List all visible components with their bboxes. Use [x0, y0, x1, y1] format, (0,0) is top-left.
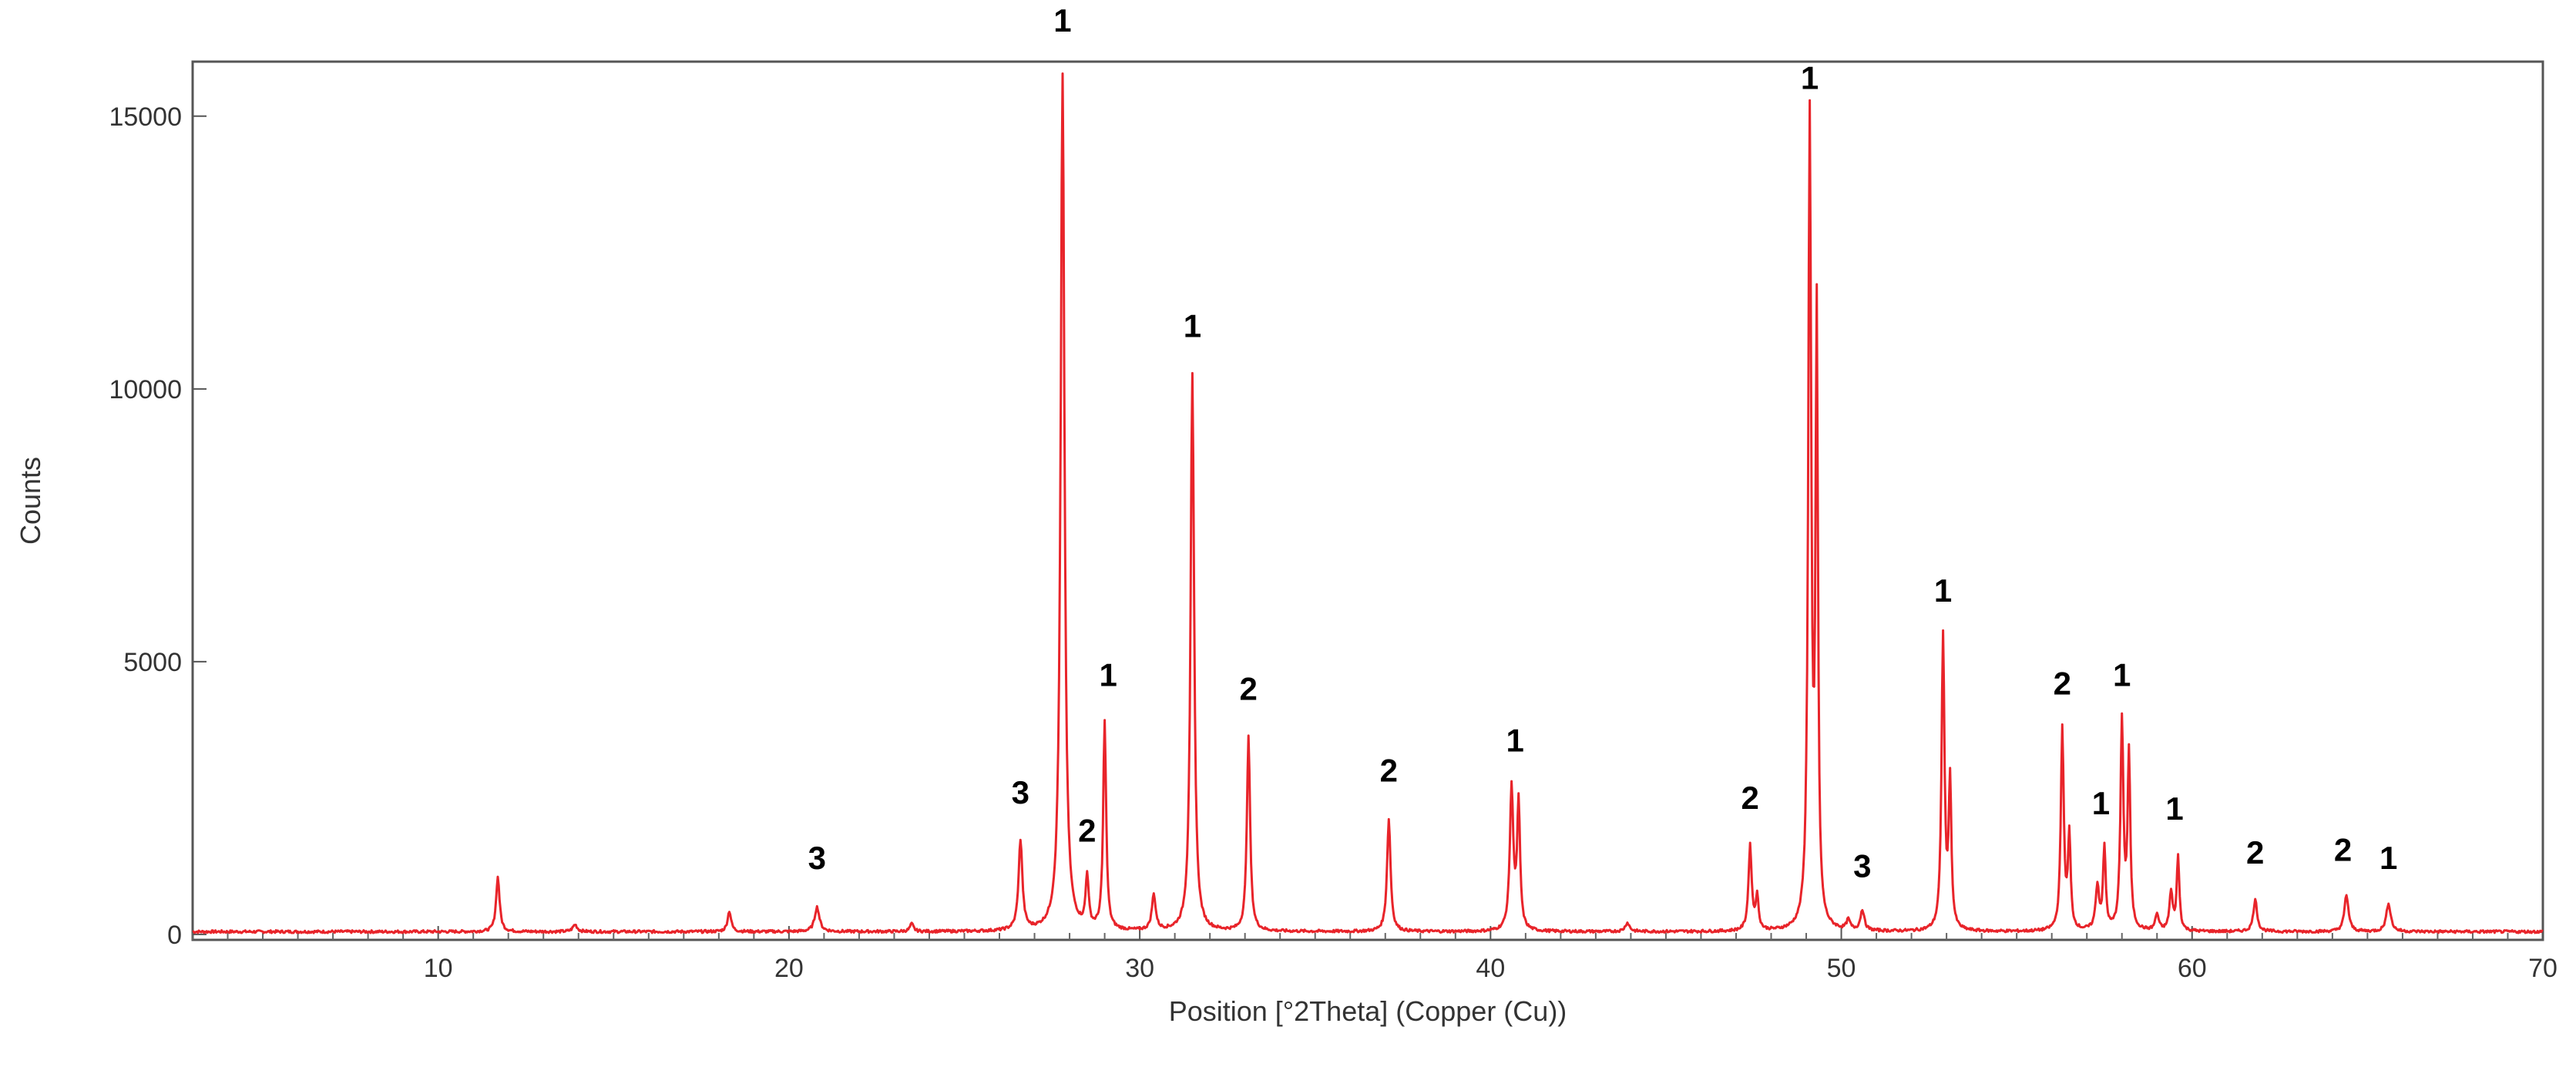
x-tick-label: 50 — [1827, 954, 1856, 983]
peak-label: 1 — [2113, 657, 2131, 693]
peak-label: 1 — [2380, 840, 2397, 876]
peak-label: 2 — [1240, 670, 1258, 706]
peak-label: 2 — [1741, 780, 1759, 816]
peak-label: 1 — [2165, 790, 2183, 827]
x-tick-label: 20 — [774, 954, 804, 983]
peak-label: 1 — [1099, 657, 1117, 693]
y-axis-title: Counts — [15, 457, 46, 545]
peak-label: 1 — [1053, 2, 1071, 39]
peak-label: 1 — [2092, 785, 2110, 821]
peak-label: 3 — [1853, 848, 1871, 884]
y-tick-label: 0 — [167, 921, 182, 950]
peak-label: 2 — [1380, 753, 1398, 789]
y-tick-label: 10000 — [109, 375, 182, 404]
peak-label: 3 — [808, 840, 826, 876]
x-tick-label: 60 — [2178, 954, 2207, 983]
peak-label: 2 — [1078, 813, 1096, 849]
x-tick-label: 10 — [424, 954, 453, 983]
peak-label: 1 — [1801, 59, 1819, 96]
x-tick-label: 30 — [1125, 954, 1154, 983]
x-tick-label: 40 — [1476, 954, 1505, 983]
peak-label: 2 — [2054, 665, 2071, 701]
x-tick-label: 70 — [2528, 954, 2558, 983]
peak-label: 1 — [1934, 572, 1952, 609]
y-tick-label: 5000 — [123, 648, 182, 677]
series-line-counts — [192, 72, 2544, 934]
y-axis-ticks: 0 5000 10000 15000 — [109, 102, 207, 950]
plot-frame — [191, 60, 2544, 941]
peak-label: 1 — [1506, 723, 1524, 759]
peak-label: 1 — [1184, 308, 1201, 344]
x-axis-title: Position [°2Theta] (Copper (Cu)) — [1169, 995, 1567, 1027]
x-minor-ticks — [192, 933, 2509, 940]
y-tick-label: 15000 — [109, 102, 182, 132]
peak-label: 3 — [1012, 774, 1029, 810]
x-axis-ticks: 10 20 30 40 50 60 70 — [424, 926, 2558, 983]
peak-label: 2 — [2246, 834, 2264, 871]
peak-label: 2 — [2334, 831, 2352, 867]
